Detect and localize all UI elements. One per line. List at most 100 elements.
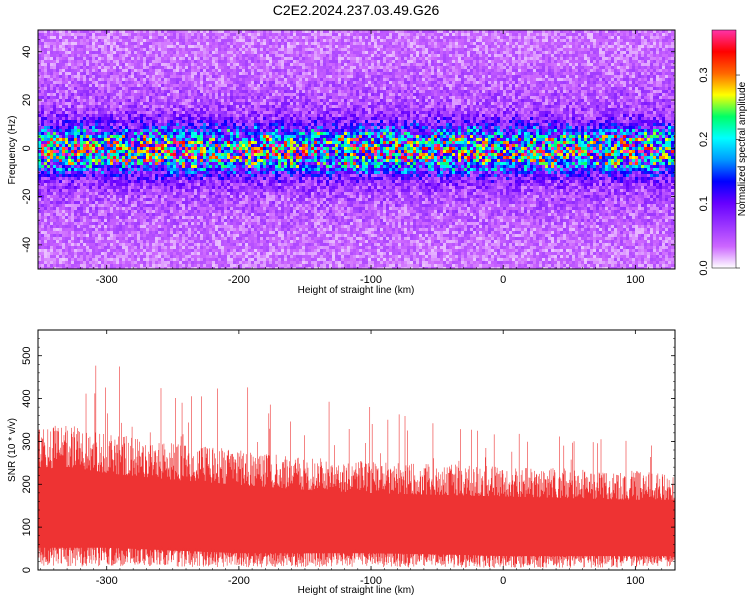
heatmap-cell [140,207,143,210]
heatmap-cell [41,195,44,198]
heatmap-cell [98,69,101,72]
heatmap-cell [173,180,176,183]
heatmap-cell [104,162,107,165]
heatmap-cell [158,183,161,186]
heatmap-cell [131,237,134,240]
heatmap-cell [80,93,83,96]
heatmap-cell [146,171,149,174]
heatmap-cell [215,168,218,171]
heatmap-cell [149,69,152,72]
heatmap-cell [173,117,176,120]
heatmap-cell [200,189,203,192]
heatmap-cell [80,246,83,249]
heatmap-cell [59,42,62,45]
heatmap-cell [53,258,56,261]
heatmap-cell [107,204,110,207]
heatmap-cell [110,60,113,63]
heatmap-cell [131,162,134,165]
heatmap-cell [203,150,206,153]
heatmap-cell [50,171,53,174]
heatmap-cell [50,153,53,156]
heatmap-cell [194,138,197,141]
heatmap-cell [71,99,74,102]
heatmap-cell [86,192,89,195]
heatmap-cell [191,30,194,33]
heatmap-cell [71,102,74,105]
heatmap-cell [113,90,116,93]
heatmap-cell [173,36,176,39]
heatmap-cell [110,234,113,237]
heatmap-cell [134,84,137,87]
heatmap-cell [104,99,107,102]
heatmap-cell [152,183,155,186]
heatmap-cell [191,99,194,102]
heatmap-cell [170,69,173,72]
heatmap-cell [134,78,137,81]
heatmap-cell [197,120,200,123]
heatmap-cell [182,54,185,57]
heatmap-cell [47,195,50,198]
heatmap-cell [134,246,137,249]
heatmap-cell [50,114,53,117]
heatmap-cell [95,129,98,132]
heatmap-cell [215,114,218,117]
heatmap-cell [92,39,95,42]
heatmap-cell [107,51,110,54]
heatmap-cell [83,180,86,183]
heatmap-cell [197,54,200,57]
heatmap-cell [128,168,131,171]
heatmap-cell [68,183,71,186]
heatmap-cell [116,57,119,60]
heatmap-cell [194,75,197,78]
heatmap-cell [77,75,80,78]
heatmap-cell [53,213,56,216]
heatmap-cell [167,216,170,219]
heatmap-cell [164,102,167,105]
heatmap-cell [191,207,194,210]
heatmap-cell [146,156,149,159]
heatmap-cell [125,81,128,84]
heatmap-cell [194,180,197,183]
heatmap-cell [137,219,140,222]
heatmap-cell [89,60,92,63]
heatmap-cell [206,126,209,129]
heatmap-cell [95,102,98,105]
heatmap-cell [146,159,149,162]
heatmap-cell [134,45,137,48]
heatmap-cell [119,201,122,204]
heatmap-cell [134,165,137,168]
heatmap-cell [71,126,74,129]
heatmap-cell [83,258,86,261]
heatmap-cell [188,255,191,258]
heatmap-cell [68,138,71,141]
heatmap-cell [152,63,155,66]
heatmap-cell [107,102,110,105]
heatmap-cell [74,162,77,165]
heatmap-cell [86,201,89,204]
heatmap-cell [77,237,80,240]
heatmap-cell [71,174,74,177]
heatmap-cell [89,30,92,33]
heatmap-cell [41,93,44,96]
heatmap-cell [194,192,197,195]
heatmap-cell [71,198,74,201]
heatmap-cell [173,183,176,186]
heatmap-cell [80,114,83,117]
heatmap-cell [191,45,194,48]
heatmap-cell [59,156,62,159]
heatmap-cell [146,165,149,168]
heatmap-cell [131,81,134,84]
heatmap-cell [44,255,47,258]
heatmap-cell [41,99,44,102]
heatmap-cell [170,231,173,234]
heatmap-cell [215,165,218,168]
heatmap-cell [38,267,41,269]
heatmap-cell [53,30,56,33]
heatmap-cell [209,231,212,234]
heatmap-cell [98,66,101,69]
heatmap-cell [50,159,53,162]
heatmap-cell [158,198,161,201]
heatmap-cell [131,261,134,264]
heatmap-cell [131,210,134,213]
heatmap-cell [77,189,80,192]
